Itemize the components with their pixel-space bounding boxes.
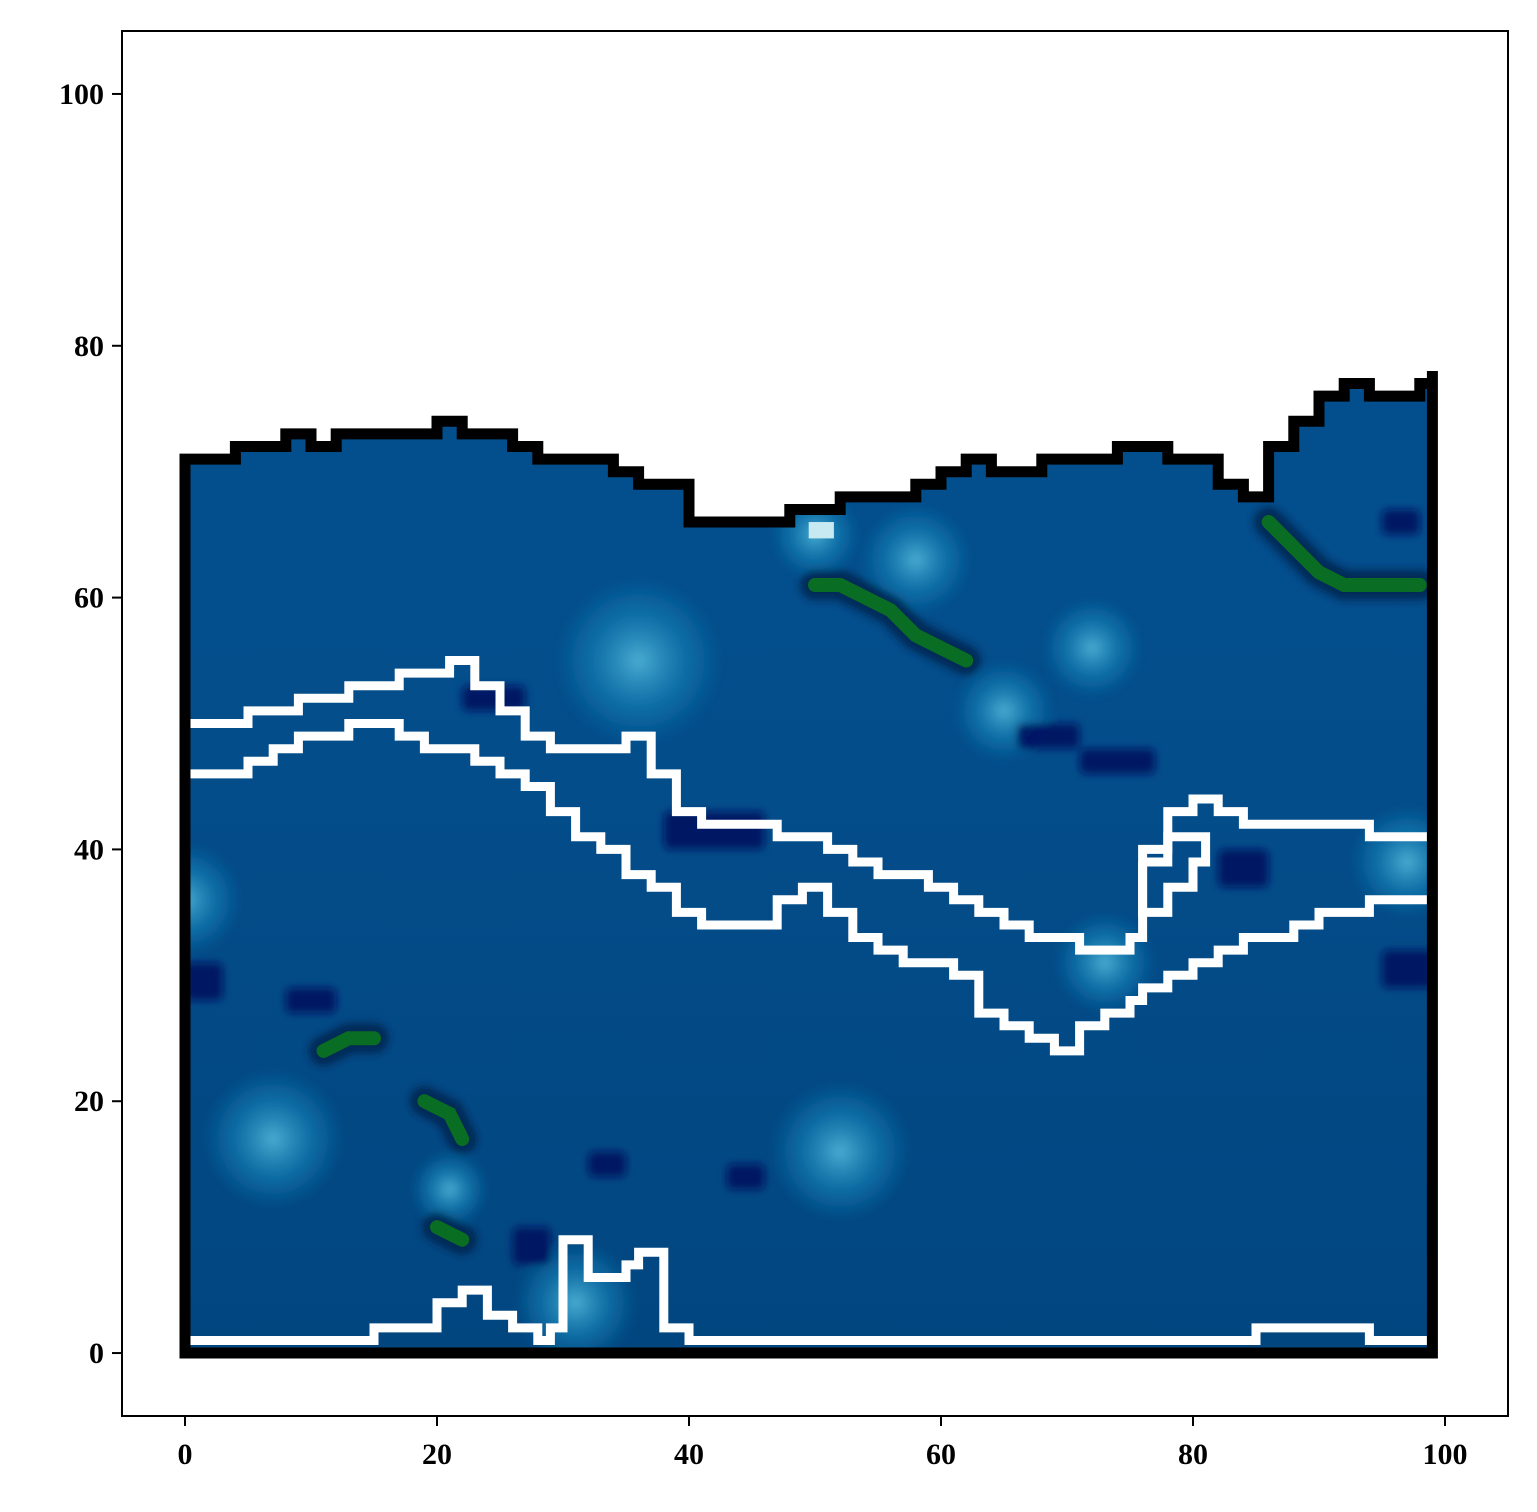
- dark-patch: [726, 1164, 765, 1190]
- light-patch: [203, 1069, 343, 1209]
- green-streak: [808, 578, 974, 668]
- contour-line: [185, 656, 1437, 955]
- domain-boundary: [179, 371, 1438, 1359]
- dark-patch: [285, 987, 337, 1014]
- y-tick-label: 80: [74, 330, 104, 363]
- scalar-field: [185, 371, 1433, 1353]
- contour-line: [185, 1235, 1437, 1345]
- y-tick-label: 0: [89, 1337, 104, 1370]
- light-patch: [1042, 598, 1143, 698]
- highlight-cell: [808, 522, 834, 539]
- light-patch: [410, 1150, 489, 1229]
- dark-patch: [663, 811, 765, 850]
- contour-lines: [185, 656, 1437, 1345]
- dark-patch: [1016, 723, 1080, 749]
- x-tick-label: 20: [422, 1438, 452, 1471]
- x-tick-label: 100: [1423, 1438, 1468, 1471]
- contour-line: [185, 719, 1433, 1056]
- y-tick-label: 40: [74, 833, 104, 866]
- contour-line: [1138, 832, 1211, 917]
- dark-patch: [512, 1227, 551, 1265]
- dark-patch: [1079, 748, 1156, 774]
- axis-ticks: 0 20 40 60 80 100 0 20 40 60 80 100: [59, 78, 1468, 1471]
- y-tick-label: 60: [74, 582, 104, 615]
- light-patch: [555, 577, 722, 744]
- dark-patch: [462, 685, 526, 711]
- dark-patch: [1218, 849, 1269, 888]
- y-tick-label: 20: [74, 1085, 104, 1118]
- green-streak: [417, 1094, 470, 1146]
- x-tick-label: 80: [1178, 1438, 1208, 1471]
- light-patch: [514, 1241, 637, 1353]
- dark-patch: [185, 962, 223, 1001]
- light-patch: [860, 504, 972, 616]
- dark-patch: [588, 1151, 626, 1177]
- light-patch: [770, 1082, 910, 1221]
- green-streak: [430, 1220, 470, 1247]
- axes-frame: [121, 30, 1509, 1417]
- x-tick-label: 60: [926, 1438, 956, 1471]
- x-tick-label: 0: [178, 1438, 193, 1471]
- y-tick-label: 100: [59, 78, 104, 111]
- green-streak: [1261, 515, 1427, 592]
- dark-patch: [1382, 509, 1420, 535]
- x-tick-label: 40: [674, 1438, 704, 1471]
- green-streak: [316, 1031, 381, 1058]
- dark-patch: [1382, 950, 1433, 988]
